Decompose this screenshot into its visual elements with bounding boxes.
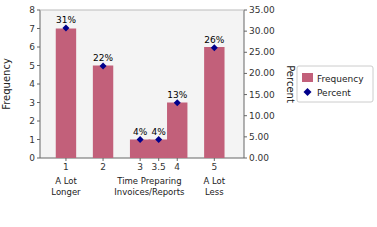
legend-label: Frequency <box>317 74 364 84</box>
annotation: A LotLess <box>204 176 226 197</box>
y-tick <box>37 47 40 48</box>
y2-axis-line <box>244 10 245 158</box>
plot-background <box>40 10 244 158</box>
data-label: 26% <box>204 35 224 45</box>
annotation: A LotLonger <box>51 176 81 197</box>
y-tick-label: 2 <box>29 116 35 126</box>
y2-tick <box>244 158 247 159</box>
y-tick <box>37 28 40 29</box>
y2-tick-label: 30.00 <box>249 26 275 36</box>
y2-tick <box>244 31 247 32</box>
x-tick <box>177 158 178 161</box>
y-axis-label: Frequency <box>1 58 12 110</box>
bar <box>56 29 76 159</box>
data-label: 4% <box>152 127 167 137</box>
annotation-line: A Lot <box>204 176 226 186</box>
legend-swatch <box>304 88 312 96</box>
data-label: 31% <box>56 15 76 25</box>
x-tick-label: 1 <box>63 162 69 172</box>
legend-label: Percent <box>317 88 351 98</box>
x-tick-label: 3 <box>137 162 143 172</box>
x-tick <box>214 158 215 161</box>
y-tick-label: 4 <box>29 79 35 89</box>
y-tick-label: 1 <box>29 135 35 145</box>
y2-tick-label: 25.00 <box>249 47 275 57</box>
bar <box>167 103 187 159</box>
marker <box>100 63 107 70</box>
marker <box>137 136 144 143</box>
data-labels: 31% 22% 4% 4% 13% 26% <box>56 15 225 137</box>
y2-tick <box>244 136 247 137</box>
bar <box>93 66 113 159</box>
legend-box <box>297 66 373 102</box>
x-tick <box>140 158 141 161</box>
y-tick <box>37 84 40 85</box>
y-tick-label: 0 <box>29 153 35 163</box>
y2-tick <box>244 94 247 95</box>
annotation-line: Invoices/Reports <box>114 187 185 197</box>
data-label: 22% <box>93 53 113 63</box>
annotation-line: Longer <box>51 187 81 197</box>
annotation-line: Time Preparing <box>116 176 181 186</box>
x-tick-label: 3.5 <box>152 162 166 172</box>
annotation: Time PreparingInvoices/Reports <box>114 176 185 197</box>
data-label: 13% <box>167 90 187 100</box>
y2-axis-label: Percent <box>285 65 296 103</box>
y-tick-label: 3 <box>29 98 35 108</box>
data-label: 4% <box>133 127 148 137</box>
y2-tick-label: 15.00 <box>249 90 275 100</box>
bar <box>204 47 224 158</box>
y-tick <box>37 139 40 140</box>
y2-tick-label: 5.00 <box>249 132 269 142</box>
y2-tick <box>244 52 247 53</box>
y-tick <box>37 102 40 103</box>
y-tick <box>37 158 40 159</box>
y2-tick <box>244 73 247 74</box>
x-tick <box>65 158 66 161</box>
y-tick <box>37 10 40 11</box>
marker <box>211 44 218 51</box>
plot-area <box>56 24 225 158</box>
plot-frame-top <box>40 10 244 11</box>
y-tick-label: 7 <box>29 24 35 34</box>
legend: Frequency Percent <box>297 66 373 102</box>
marker <box>174 99 181 106</box>
marker <box>62 24 69 31</box>
annotation-line: A Lot <box>55 176 77 186</box>
x-tick-label: 2 <box>100 162 106 172</box>
y-tick <box>37 121 40 122</box>
y-tick-label: 8 <box>29 5 35 15</box>
x-tick <box>103 158 104 161</box>
marker <box>155 136 162 143</box>
y-tick-label: 5 <box>29 61 35 71</box>
y2-tick-label: 35.00 <box>249 5 275 15</box>
y-tick <box>37 65 40 66</box>
y2-tick-label: 20.00 <box>249 68 275 78</box>
x-tick-label: 5 <box>211 162 217 172</box>
annotation-line: Less <box>205 187 224 197</box>
y2-tick-label: 10.00 <box>249 111 275 121</box>
y2-tick <box>244 10 247 11</box>
y2-tick-label: 0.00 <box>249 153 269 163</box>
x-tick-label: 4 <box>174 162 180 172</box>
y-tick-label: 6 <box>29 42 35 52</box>
y2-tick <box>244 115 247 116</box>
legend-swatch <box>302 73 313 82</box>
x-tick <box>158 158 159 161</box>
